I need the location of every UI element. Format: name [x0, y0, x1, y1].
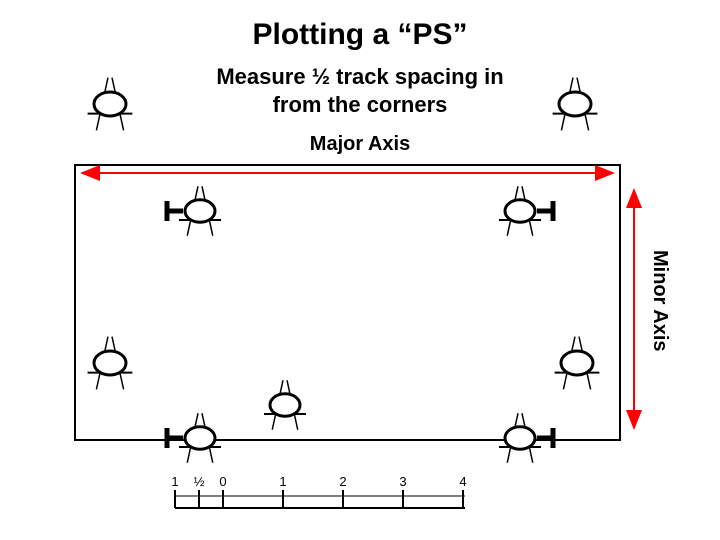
svg-text:1: 1 [279, 474, 286, 489]
survey-marker [499, 413, 553, 463]
survey-marker [167, 413, 221, 463]
svg-text:3: 3 [399, 474, 406, 489]
survey-marker [264, 380, 306, 430]
svg-text:2: 2 [339, 474, 346, 489]
diagram-canvas: Plotting a “PS” Measure ½ track spacing … [0, 0, 720, 540]
svg-text:1: 1 [171, 474, 178, 489]
svg-text:½: ½ [194, 474, 205, 489]
survey-marker [555, 337, 600, 390]
survey-marker [88, 78, 133, 131]
survey-marker [499, 186, 553, 236]
diagram-svg: 1 ½0 1 2 3 4 [0, 0, 720, 540]
survey-marker [553, 78, 598, 131]
field-rect [75, 165, 620, 440]
survey-marker [167, 186, 221, 236]
svg-text:4: 4 [459, 474, 466, 489]
survey-marker [88, 337, 133, 390]
svg-text:0: 0 [219, 474, 226, 489]
